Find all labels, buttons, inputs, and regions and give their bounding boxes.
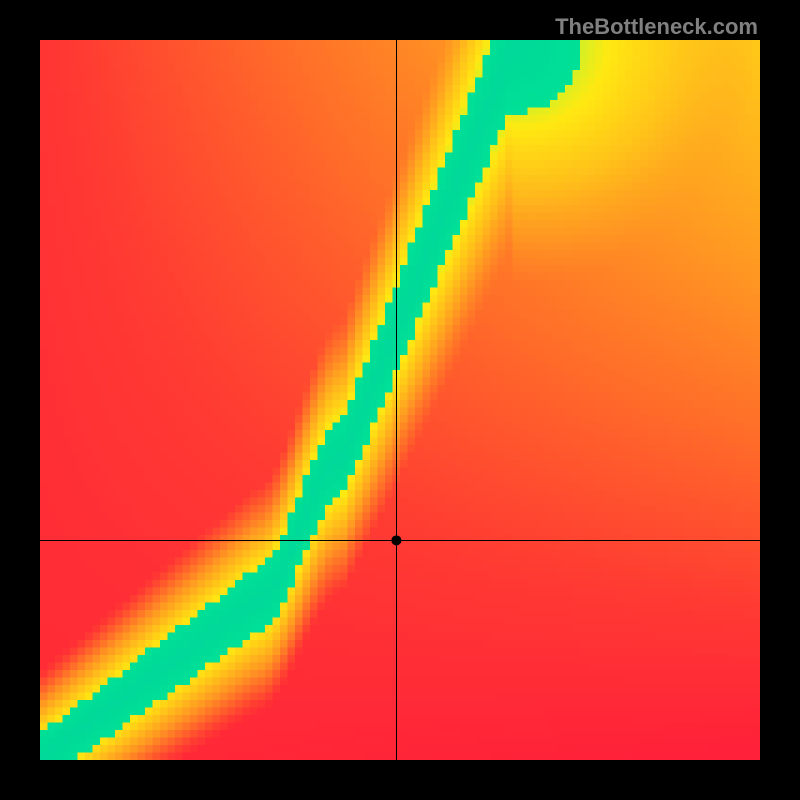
watermark-text: TheBottleneck.com (555, 14, 758, 40)
chart-container: { "canvas": { "width": 800, "height": 80… (0, 0, 800, 800)
marker-canvas (40, 40, 760, 760)
crosshair-vertical (396, 40, 397, 760)
crosshair-horizontal (40, 540, 760, 541)
